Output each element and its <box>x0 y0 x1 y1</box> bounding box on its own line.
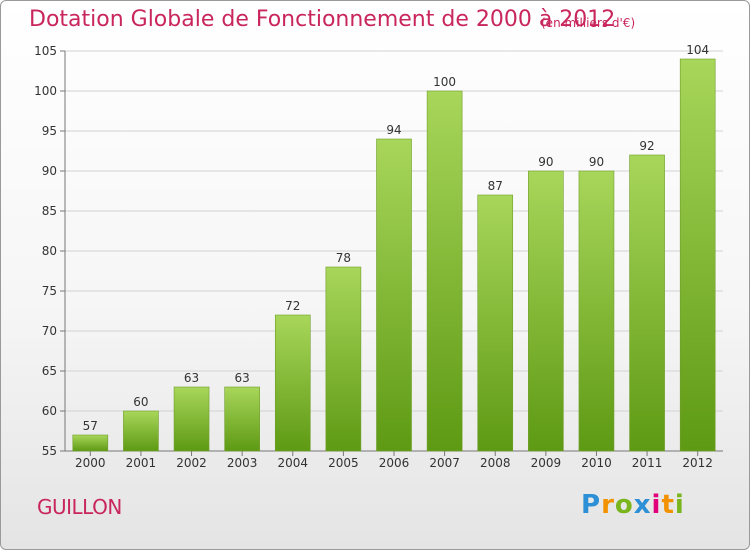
bar <box>173 386 210 452</box>
x-tick-label: 2012 <box>682 456 713 470</box>
y-tick-label: 75 <box>42 284 57 298</box>
bar <box>224 386 260 452</box>
bar-value-label: 57 <box>83 419 98 433</box>
brand-letter: t <box>661 490 675 520</box>
chart-title: Dotation Globale de Fonctionnement de 20… <box>29 7 616 32</box>
brand-letter: i <box>674 490 685 520</box>
x-tick-label: 2011 <box>632 456 663 470</box>
y-tick-label: 60 <box>42 404 57 418</box>
x-tick-label: 2002 <box>176 456 207 470</box>
bar <box>274 314 311 452</box>
bar <box>578 170 615 452</box>
x-tick-label: 2004 <box>277 456 308 470</box>
bar-value-label: 92 <box>639 139 654 153</box>
bar <box>629 154 665 452</box>
bar <box>679 58 716 452</box>
brand-letter: x <box>633 490 652 520</box>
y-tick-label: 70 <box>42 324 57 338</box>
bar-value-label: 104 <box>686 43 709 57</box>
bar <box>528 170 564 452</box>
x-tick-label: 2005 <box>328 456 359 470</box>
y-tick-label: 95 <box>42 124 57 138</box>
bar <box>426 90 463 452</box>
y-tick-label: 105 <box>34 44 57 58</box>
bar-value-label: 72 <box>285 299 300 313</box>
labels: 55 60 65 70 75 80 85 90 95 100 105 57 2000 60 2001 63 20… <box>34 43 713 470</box>
y-tick-label: 100 <box>34 84 57 98</box>
brand-letter: i <box>651 490 662 520</box>
x-tick-label: 2006 <box>379 456 410 470</box>
bar-value-label: 63 <box>235 371 250 385</box>
y-tick-label: 90 <box>42 164 57 178</box>
x-tick-label: 2000 <box>75 456 106 470</box>
y-tick-label: 85 <box>42 204 57 218</box>
x-tick-label: 2007 <box>429 456 460 470</box>
x-tick-label: 2010 <box>581 456 612 470</box>
commune-name: GUILLON <box>37 495 122 519</box>
bars <box>72 58 716 452</box>
bar-value-label: 63 <box>184 371 199 385</box>
bar-value-label: 90 <box>538 155 553 169</box>
brand-letter: P <box>581 490 602 520</box>
bar-value-label: 78 <box>336 251 351 265</box>
bar <box>325 266 362 452</box>
x-tick-label: 2009 <box>531 456 562 470</box>
bar <box>123 410 159 452</box>
bar-value-label: 90 <box>589 155 604 169</box>
bar-value-label: 87 <box>488 179 503 193</box>
y-tick-label: 65 <box>42 364 57 378</box>
y-tick-label: 55 <box>42 444 57 458</box>
bar-value-label: 94 <box>386 123 401 137</box>
bar <box>72 434 109 452</box>
brand-letter: o <box>614 490 634 520</box>
bar <box>477 194 514 452</box>
bar-value-label: 60 <box>133 395 148 409</box>
bar <box>376 138 412 452</box>
y-tick-label: 80 <box>42 244 57 258</box>
brand-logo: Proxiti <box>581 490 685 520</box>
x-tick-label: 2008 <box>480 456 511 470</box>
chart-subtitle: (en milliers d'€) <box>541 16 636 30</box>
brand-letter: r <box>601 490 615 520</box>
bar-value-label: 100 <box>433 75 456 89</box>
x-tick-label: 2003 <box>227 456 258 470</box>
x-tick-label: 2001 <box>126 456 157 470</box>
